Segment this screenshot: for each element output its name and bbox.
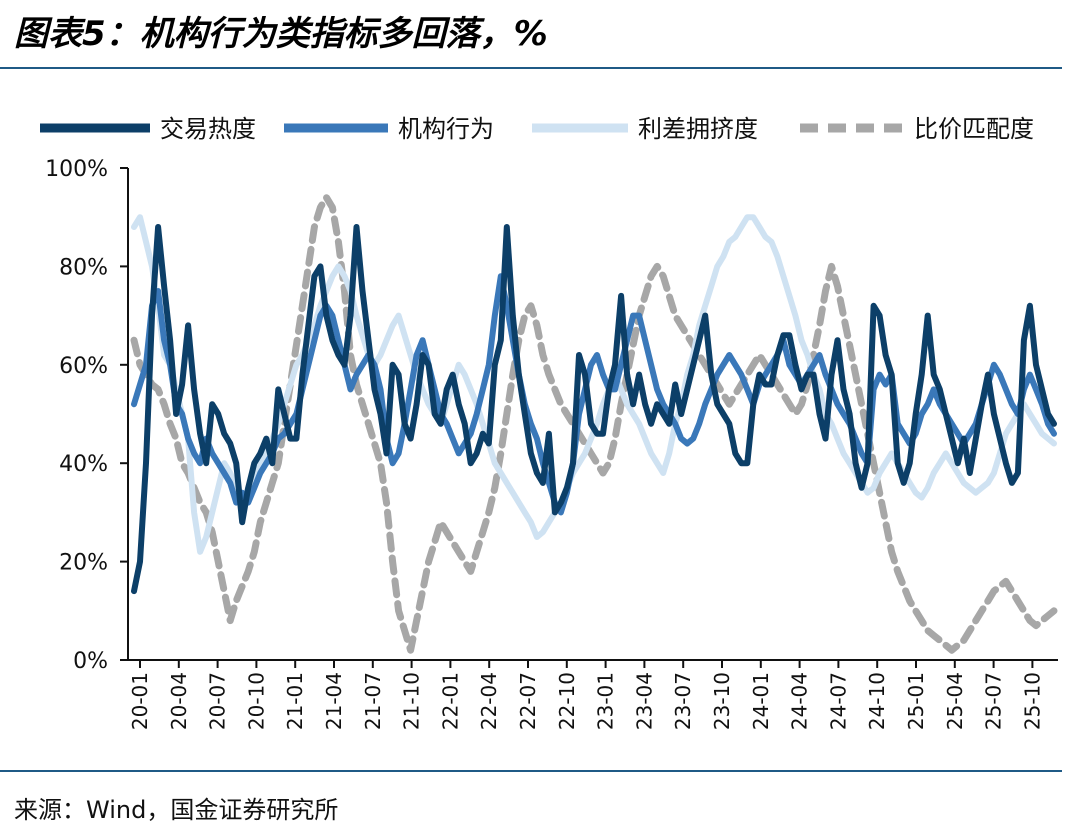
y-tick-label: 60%	[59, 354, 108, 379]
x-tick-label: 21-10	[400, 672, 424, 730]
source-note: 来源：Wind，国金证券研究所	[14, 796, 339, 824]
x-tick-label: 23-04	[632, 672, 656, 730]
x-tick-label: 21-01	[283, 672, 307, 730]
legend-label-2: 机构行为	[398, 115, 494, 143]
series-line-4	[130, 194, 1058, 654]
x-tick-label: 22-10	[555, 672, 579, 730]
x-tick-label: 20-10	[244, 672, 268, 730]
y-tick-label: 20%	[59, 551, 108, 576]
x-tick-label: 23-07	[671, 672, 695, 730]
x-tick-label: 20-01	[128, 672, 152, 730]
legend-label-4: 比价匹配度	[914, 115, 1034, 143]
x-tick-label: 24-07	[826, 672, 850, 730]
x-tick-label: 22-01	[438, 672, 462, 730]
x-tick-label: 23-01	[594, 672, 618, 730]
x-axis: 20-01 20-04 20-07 20-10 21-01 21-04 21-07 21-10…	[128, 659, 1058, 730]
x-tick-label: 21-04	[322, 672, 346, 730]
legend: 交易热度 机构行为 利差拥挤度 比价匹配度	[40, 115, 1034, 143]
x-tick-label: 23-10	[710, 672, 734, 730]
x-tick-label: 24-10	[865, 672, 889, 730]
x-tick-label: 20-04	[167, 672, 191, 730]
y-axis: 0% 20% 40% 60% 80% 100%	[45, 157, 129, 674]
x-tick-label: 22-04	[477, 672, 501, 730]
x-tick-label: 22-07	[516, 672, 540, 730]
top-rule	[0, 67, 1062, 69]
plot-area	[130, 194, 1058, 654]
legend-label-1: 交易热度	[160, 115, 256, 143]
chart-title: 图表5：机构行为类指标多回落，%	[14, 14, 548, 54]
x-tick-label: 24-04	[788, 672, 812, 730]
y-tick-label: 0%	[73, 649, 108, 674]
y-tick-label: 100%	[45, 157, 108, 182]
series-line-3	[131, 214, 1057, 555]
chart-svg: 交易热度 机构行为 利差拥挤度 比价匹配度 0% 20% 40% 60% 80% 100% 20…	[40, 115, 1058, 730]
legend-label-3: 利差拥挤度	[638, 115, 758, 143]
x-tick-label: 25-01	[904, 672, 928, 730]
y-tick-label: 80%	[59, 255, 108, 280]
y-tick-label: 40%	[59, 452, 108, 477]
x-tick-label: 24-01	[749, 672, 773, 730]
x-tick-label: 25-07	[982, 672, 1006, 730]
x-tick-label: 25-04	[943, 672, 967, 730]
x-tick-label: 20-07	[206, 672, 230, 730]
x-tick-label: 25-10	[1020, 672, 1044, 730]
x-tick-label: 21-07	[361, 672, 385, 730]
series-line-1	[131, 224, 1057, 595]
bottom-rule	[0, 770, 1062, 772]
